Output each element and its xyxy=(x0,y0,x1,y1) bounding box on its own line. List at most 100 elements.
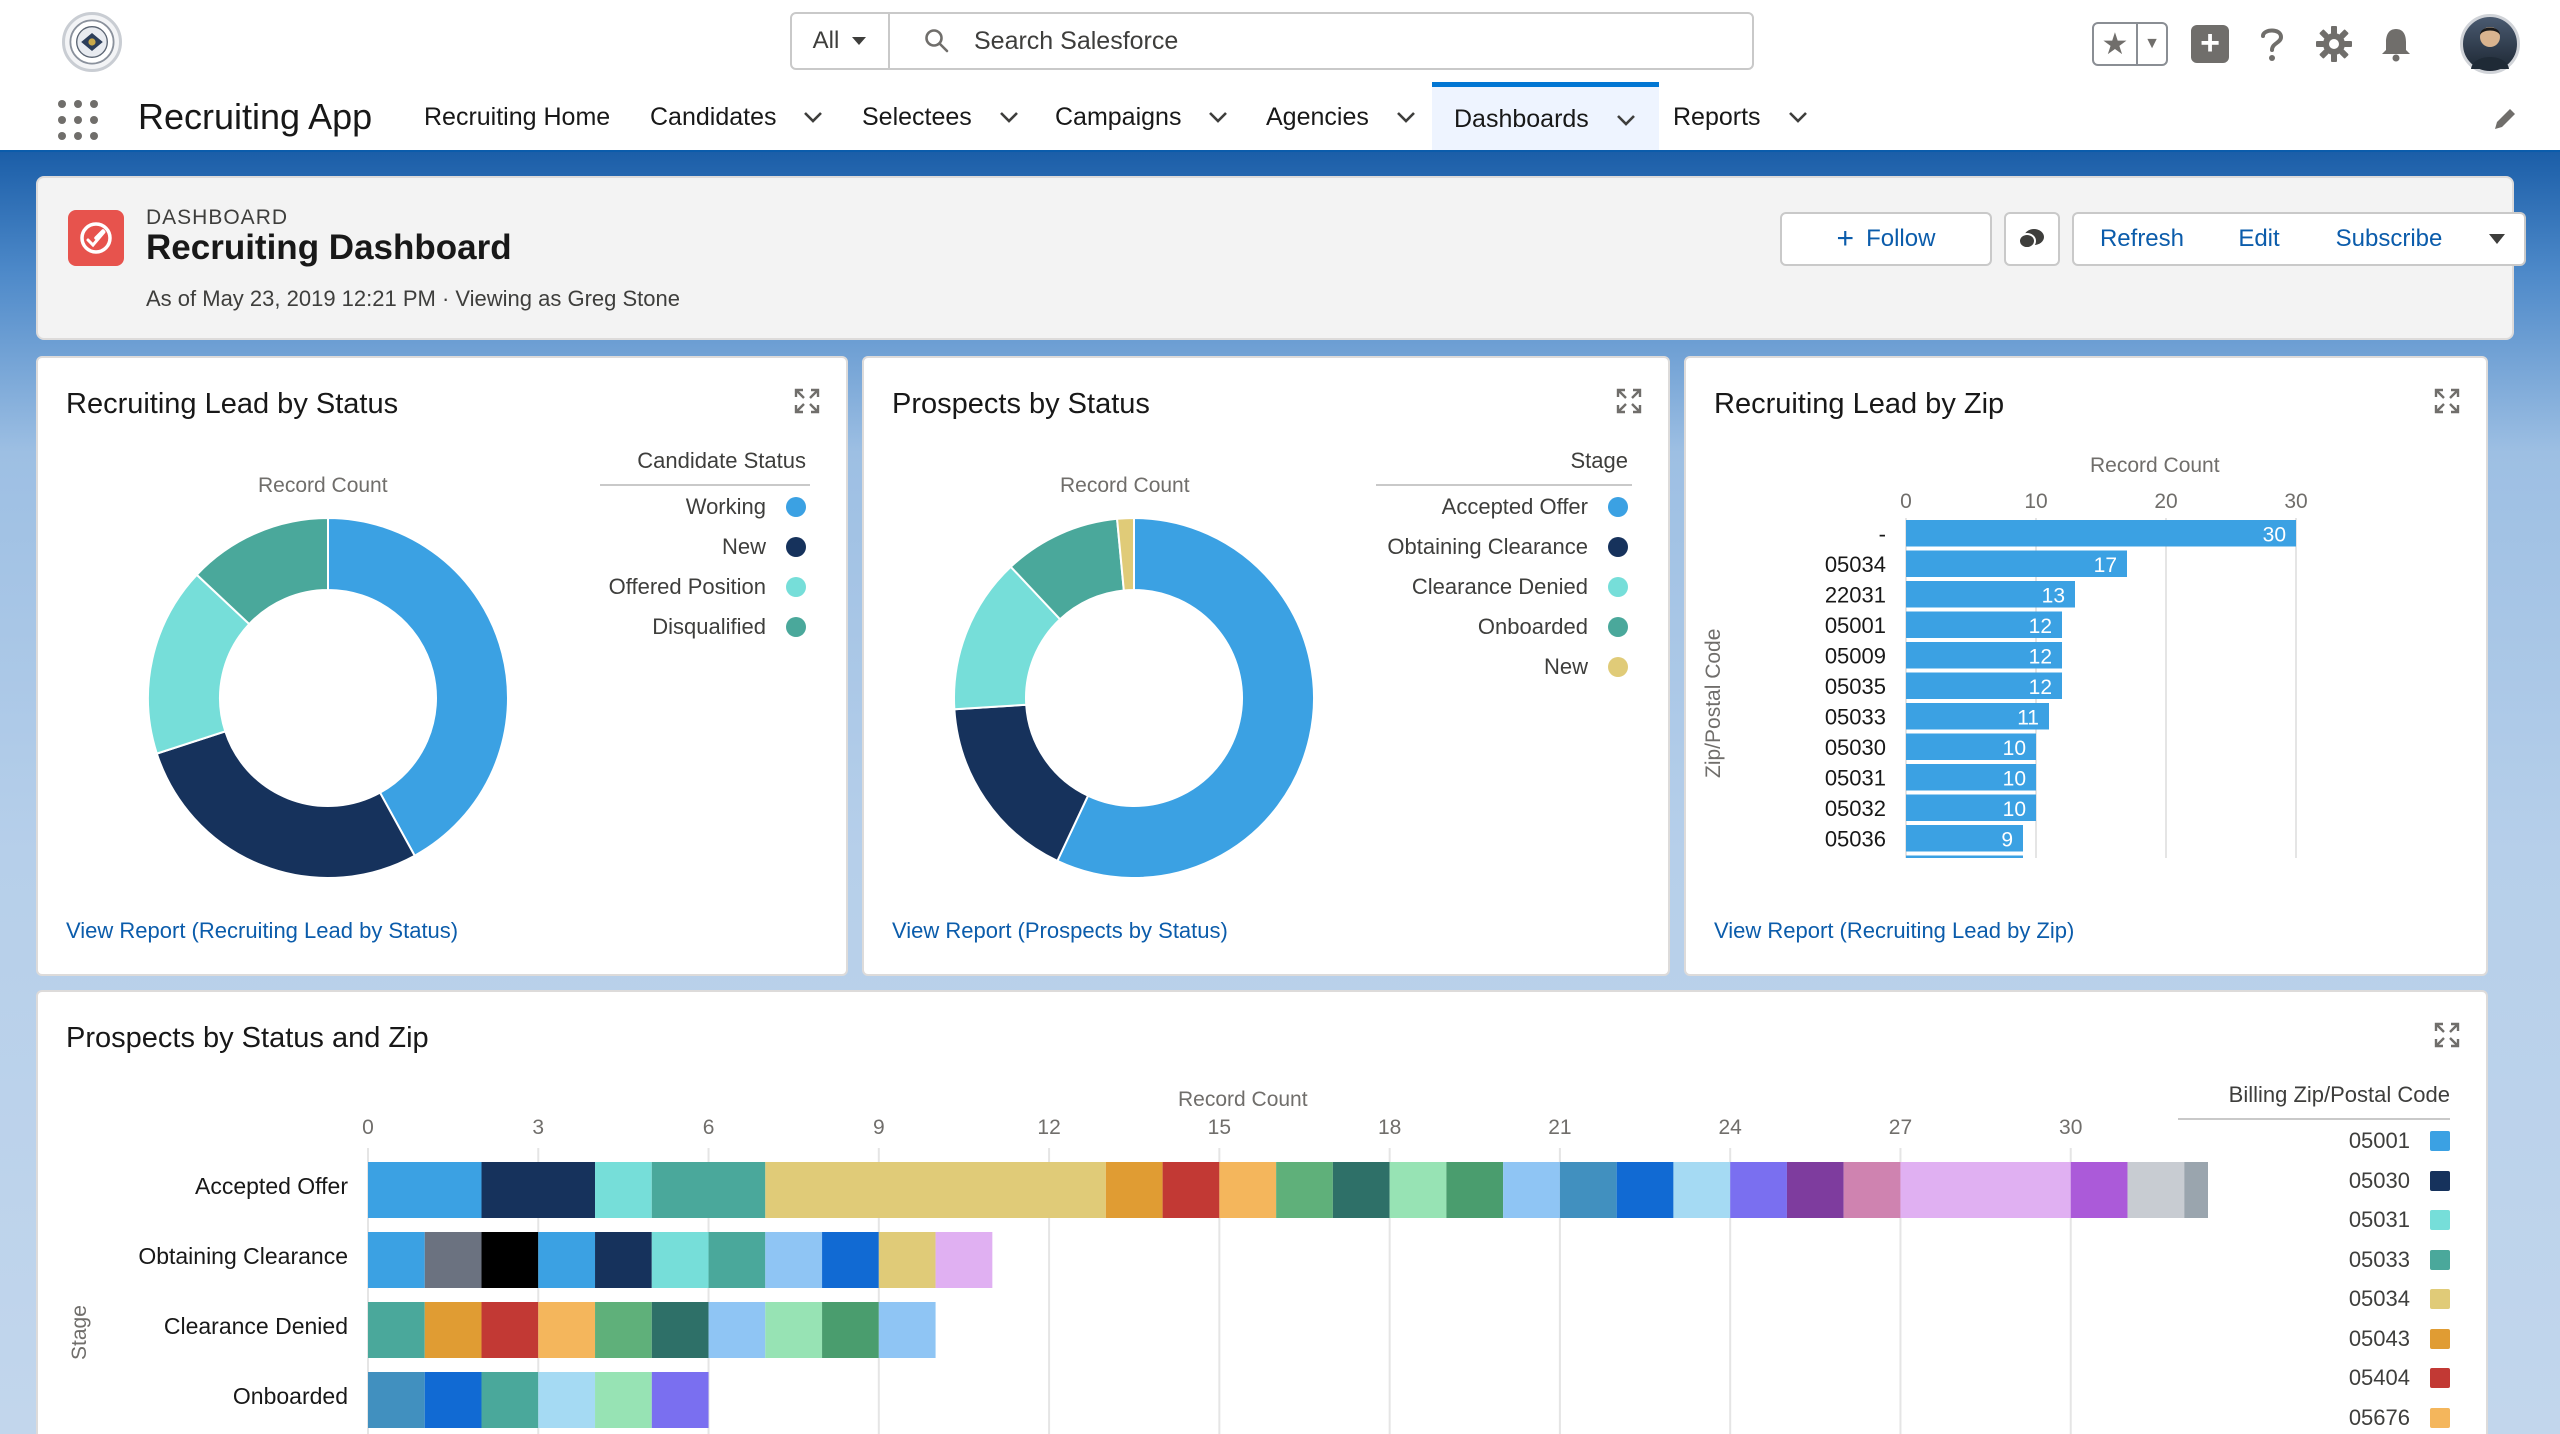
bar-segment[interactable] xyxy=(1900,1162,2071,1218)
bar-segment[interactable] xyxy=(595,1162,652,1218)
bar-segment[interactable] xyxy=(1673,1162,1731,1218)
bar-segment[interactable] xyxy=(368,1372,425,1428)
nav-item-candidates[interactable]: Candidates xyxy=(650,82,824,152)
chevron-down-icon[interactable] xyxy=(998,106,1020,128)
global-actions-button[interactable]: + xyxy=(2190,24,2230,64)
bar[interactable] xyxy=(1906,764,2036,791)
legend-item[interactable]: 05001 xyxy=(2349,1126,2450,1156)
bar-segment[interactable] xyxy=(1786,1162,1844,1218)
bar[interactable] xyxy=(1906,642,2062,669)
bar-segment[interactable] xyxy=(651,1232,709,1288)
chevron-down-icon[interactable] xyxy=(802,106,824,128)
bar-segment[interactable] xyxy=(651,1302,709,1358)
bar[interactable] xyxy=(1906,611,2062,639)
bar-segment[interactable] xyxy=(1503,1162,1560,1218)
bar-segment[interactable] xyxy=(368,1162,482,1218)
bar-segment[interactable] xyxy=(822,1232,879,1288)
bar-segment[interactable] xyxy=(424,1302,482,1358)
follow-button[interactable]: + Follow xyxy=(1780,212,1992,266)
legend-item[interactable]: 05030 xyxy=(2349,1166,2450,1196)
bar-segment[interactable] xyxy=(368,1232,425,1288)
bar[interactable] xyxy=(1906,703,2049,730)
bar[interactable] xyxy=(1906,672,2062,700)
favorites-star-icon[interactable]: ★ xyxy=(2094,24,2138,64)
bar[interactable] xyxy=(1906,550,2127,578)
bar-segment[interactable] xyxy=(595,1302,652,1358)
legend-item[interactable]: Onboarded xyxy=(1478,612,1628,642)
bar-segment[interactable] xyxy=(481,1302,539,1358)
legend-item[interactable]: New xyxy=(1544,652,1628,682)
expand-icon[interactable] xyxy=(2434,388,2460,414)
post-to-feed-button[interactable] xyxy=(2004,212,2060,266)
legend-item[interactable]: Clearance Denied xyxy=(1412,572,1628,602)
expand-icon[interactable] xyxy=(1616,388,1642,414)
nav-item-campaigns[interactable]: Campaigns xyxy=(1055,82,1229,152)
legend-item[interactable]: Offered Position xyxy=(609,572,806,602)
legend-item[interactable]: Disqualified xyxy=(652,612,806,642)
legend-item[interactable]: Obtaining Clearance xyxy=(1387,532,1628,562)
bar-segment[interactable] xyxy=(822,1302,879,1358)
search-input[interactable] xyxy=(974,26,1574,56)
bar-segment[interactable] xyxy=(651,1372,709,1428)
bar-segment[interactable] xyxy=(1332,1162,1390,1218)
favorites-menu-icon[interactable]: ▼ xyxy=(2144,35,2160,52)
org-logo[interactable] xyxy=(62,12,122,72)
bar-segment[interactable] xyxy=(2070,1162,2128,1218)
bar-segment[interactable] xyxy=(1162,1162,1220,1218)
donut-slice[interactable] xyxy=(1115,516,1135,592)
expand-icon[interactable] xyxy=(2434,1022,2460,1048)
bar-segment[interactable] xyxy=(538,1232,596,1288)
subscribe-button[interactable]: Subscribe xyxy=(2308,212,2472,266)
bar-segment[interactable] xyxy=(1276,1162,1333,1218)
chevron-down-icon[interactable] xyxy=(1395,106,1417,128)
bar[interactable] xyxy=(1906,855,2023,859)
bar[interactable] xyxy=(1906,825,2023,852)
donut-slice[interactable] xyxy=(195,516,329,626)
bar-segment[interactable] xyxy=(2184,1162,2208,1218)
bar-segment[interactable] xyxy=(1446,1162,1504,1218)
app-launcher-icon[interactable] xyxy=(58,100,98,140)
help-icon[interactable] xyxy=(2252,24,2292,64)
bar-segment[interactable] xyxy=(1616,1162,1674,1218)
bar-segment[interactable] xyxy=(765,1232,823,1288)
legend-item[interactable]: 05676 xyxy=(2349,1403,2450,1433)
bar-segment[interactable] xyxy=(424,1372,482,1428)
more-actions-button[interactable] xyxy=(2470,212,2526,266)
edit-nav-pencil-icon[interactable] xyxy=(2492,106,2518,132)
bar-segment[interactable] xyxy=(1219,1162,1277,1218)
bar-segment[interactable] xyxy=(481,1232,539,1288)
notifications-bell-icon[interactable] xyxy=(2376,24,2416,64)
bar[interactable] xyxy=(1906,794,2036,822)
legend-item[interactable]: 05404 xyxy=(2349,1363,2450,1393)
legend-item[interactable]: 05031 xyxy=(2349,1205,2450,1235)
bar-segment[interactable] xyxy=(1730,1162,1787,1218)
setup-gear-icon[interactable] xyxy=(2314,24,2354,64)
view-report-link[interactable]: View Report (Recruiting Lead by Status) xyxy=(66,918,459,943)
chevron-down-icon[interactable] xyxy=(1207,106,1229,128)
bar[interactable] xyxy=(1906,520,2296,547)
chevron-down-icon[interactable] xyxy=(1787,106,1809,128)
legend-item[interactable]: 05034 xyxy=(2349,1284,2450,1314)
bar-segment[interactable] xyxy=(481,1372,539,1428)
bar-segment[interactable] xyxy=(878,1232,936,1288)
bar-segment[interactable] xyxy=(1105,1162,1163,1218)
user-avatar[interactable] xyxy=(2460,14,2520,74)
bar-segment[interactable] xyxy=(538,1372,596,1428)
bar-segment[interactable] xyxy=(481,1162,596,1218)
nav-item-selectees[interactable]: Selectees xyxy=(862,82,1020,152)
bar-segment[interactable] xyxy=(1559,1162,1617,1218)
edit-button[interactable]: Edit xyxy=(2210,212,2310,266)
bar-segment[interactable] xyxy=(708,1302,766,1358)
bar-segment[interactable] xyxy=(595,1232,652,1288)
bar-segment[interactable] xyxy=(935,1232,993,1288)
expand-icon[interactable] xyxy=(794,388,820,414)
bar-segment[interactable] xyxy=(708,1232,766,1288)
bar-segment[interactable] xyxy=(595,1372,652,1428)
donut-slice[interactable] xyxy=(1056,516,1315,879)
donut-slice[interactable] xyxy=(155,730,417,879)
bar-segment[interactable] xyxy=(651,1162,766,1218)
legend-item[interactable]: 05033 xyxy=(2349,1245,2450,1275)
bar[interactable] xyxy=(1906,733,2036,761)
bar-segment[interactable] xyxy=(2127,1162,2185,1218)
donut-slice[interactable] xyxy=(953,703,1090,863)
